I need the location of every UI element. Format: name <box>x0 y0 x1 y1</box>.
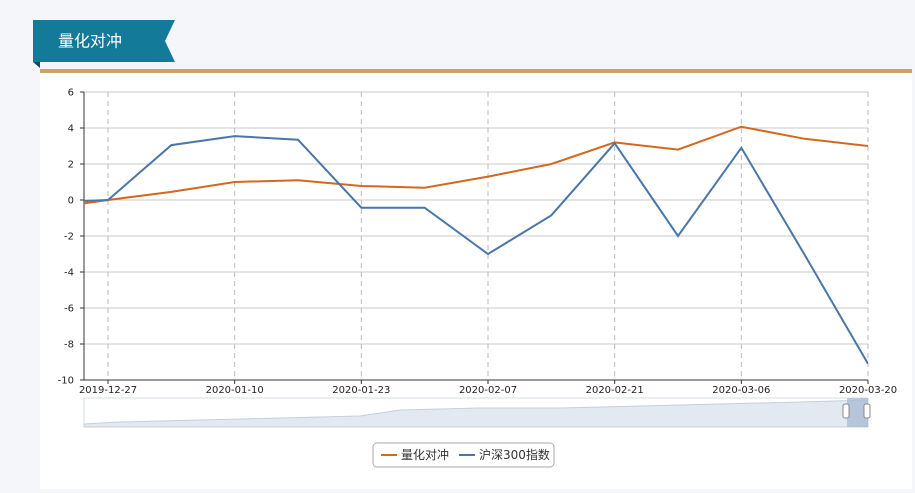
x-tick-label: 2020-02-07 <box>459 385 517 396</box>
series-line <box>84 135 868 365</box>
y-tick-label: -4 <box>64 268 74 279</box>
x-tick-label: 2020-01-23 <box>332 385 390 396</box>
zoom-handle[interactable] <box>863 403 871 419</box>
zoom-window[interactable] <box>847 398 868 427</box>
x-tick-label: 2020-02-21 <box>586 385 644 396</box>
legend-label: 量化对冲 <box>401 447 449 462</box>
y-tick-label: 6 <box>68 88 74 99</box>
divider <box>40 69 912 73</box>
zoom-handle[interactable] <box>842 403 850 419</box>
series-line <box>84 125 868 205</box>
y-tick-label: 4 <box>68 124 74 135</box>
tab-fold <box>33 62 40 68</box>
x-tick-label: 2020-01-10 <box>206 385 264 396</box>
tab-title: 量化对冲 <box>58 32 122 51</box>
y-tick-label: -10 <box>58 376 74 387</box>
y-tick-label: 0 <box>68 196 74 207</box>
legend-label: 沪深300指数 <box>479 447 550 462</box>
x-tick-label: 2020-03-06 <box>712 385 770 396</box>
y-tick-label: 2 <box>68 160 74 171</box>
y-tick-label: -8 <box>64 340 74 351</box>
x-tick-label: 2019-12-27 <box>79 385 137 396</box>
y-tick-label: -6 <box>64 304 74 315</box>
tab <box>33 20 175 62</box>
y-tick-label: -2 <box>64 232 74 243</box>
x-tick-label: 2020-03-20 <box>839 385 897 396</box>
